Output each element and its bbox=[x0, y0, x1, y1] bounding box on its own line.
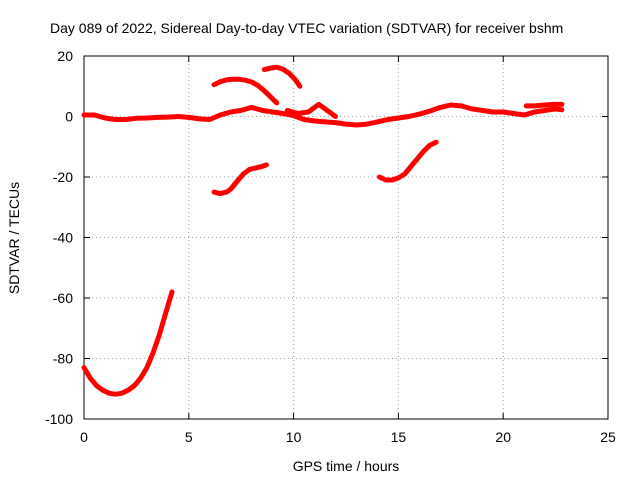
series-arc-mid-right bbox=[377, 139, 439, 183]
x-tick-label: 0 bbox=[80, 429, 88, 445]
x-axis-label: GPS time / hours bbox=[293, 458, 400, 474]
y-tick-label: 20 bbox=[57, 48, 73, 64]
y-tick-label: -60 bbox=[53, 290, 73, 306]
y-tick-label: 0 bbox=[65, 109, 73, 125]
x-tick-label: 20 bbox=[495, 429, 511, 445]
y-axis-label: SDTVAR / TECUs bbox=[6, 182, 22, 294]
axis-ticks bbox=[83, 55, 609, 420]
x-tick-label: 5 bbox=[185, 429, 193, 445]
x-tick-labels: 0 5 10 15 20 25 bbox=[80, 429, 616, 445]
grid bbox=[84, 56, 608, 419]
series-end-band bbox=[523, 101, 565, 109]
data-series bbox=[81, 64, 565, 397]
y-tick-label: -80 bbox=[53, 351, 73, 367]
x-tick-label: 10 bbox=[286, 429, 302, 445]
series-spur bbox=[284, 101, 338, 119]
series-baseline bbox=[81, 102, 565, 128]
x-tick-label: 15 bbox=[391, 429, 407, 445]
y-tick-labels: -100 -80 -60 -40 -20 0 20 bbox=[45, 48, 73, 427]
series-arc-top-right bbox=[261, 64, 303, 89]
y-tick-label: -100 bbox=[45, 411, 73, 427]
series-arc-top-left bbox=[211, 76, 280, 106]
y-tick-label: -40 bbox=[53, 230, 73, 246]
chart-title: Day 089 of 2022, Sidereal Day-to-day VTE… bbox=[50, 20, 563, 36]
plot-frame bbox=[83, 55, 609, 420]
series-arc-low bbox=[81, 289, 175, 397]
y-tick-label: -20 bbox=[53, 169, 73, 185]
series-arc-mid-left bbox=[211, 162, 269, 197]
x-tick-label: 25 bbox=[600, 429, 616, 445]
